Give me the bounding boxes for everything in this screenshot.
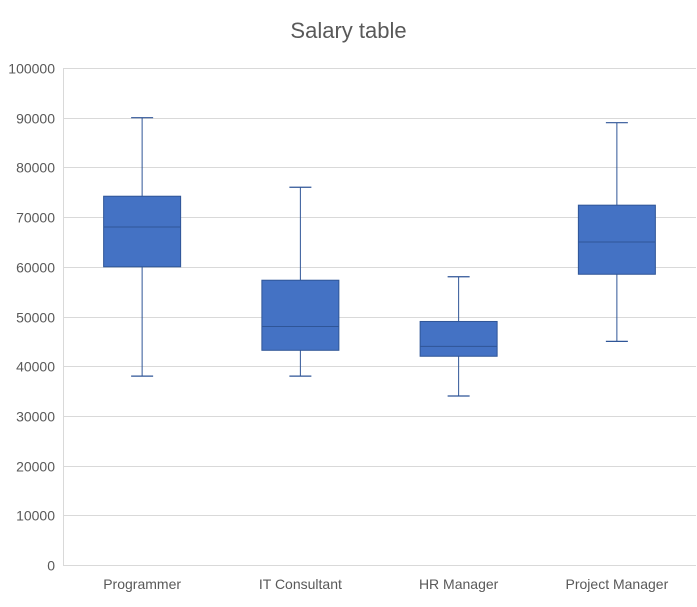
- y-tick-label: 20000: [16, 459, 55, 475]
- y-tick-label: 10000: [16, 508, 55, 524]
- y-tick-label: 80000: [16, 160, 55, 176]
- box: [419, 320, 498, 357]
- y-tick-label: 100000: [8, 61, 55, 77]
- y-tick-label: 0: [47, 558, 55, 574]
- y-tick-label: 70000: [16, 210, 55, 226]
- y-tick-label: 40000: [16, 359, 55, 375]
- x-category-label: HR Manager: [419, 576, 499, 592]
- y-tick-label: 30000: [16, 409, 55, 425]
- box: [103, 195, 182, 268]
- y-tick-label: 90000: [16, 111, 55, 127]
- x-category-label: Programmer: [103, 576, 181, 592]
- box: [577, 204, 656, 275]
- chart-title: Salary table: [290, 18, 407, 43]
- box: [261, 279, 340, 351]
- x-category-label: Project Manager: [566, 576, 669, 592]
- x-category-label: IT Consultant: [259, 576, 342, 592]
- y-tick-label: 50000: [16, 310, 55, 326]
- y-tick-label: 60000: [16, 260, 55, 276]
